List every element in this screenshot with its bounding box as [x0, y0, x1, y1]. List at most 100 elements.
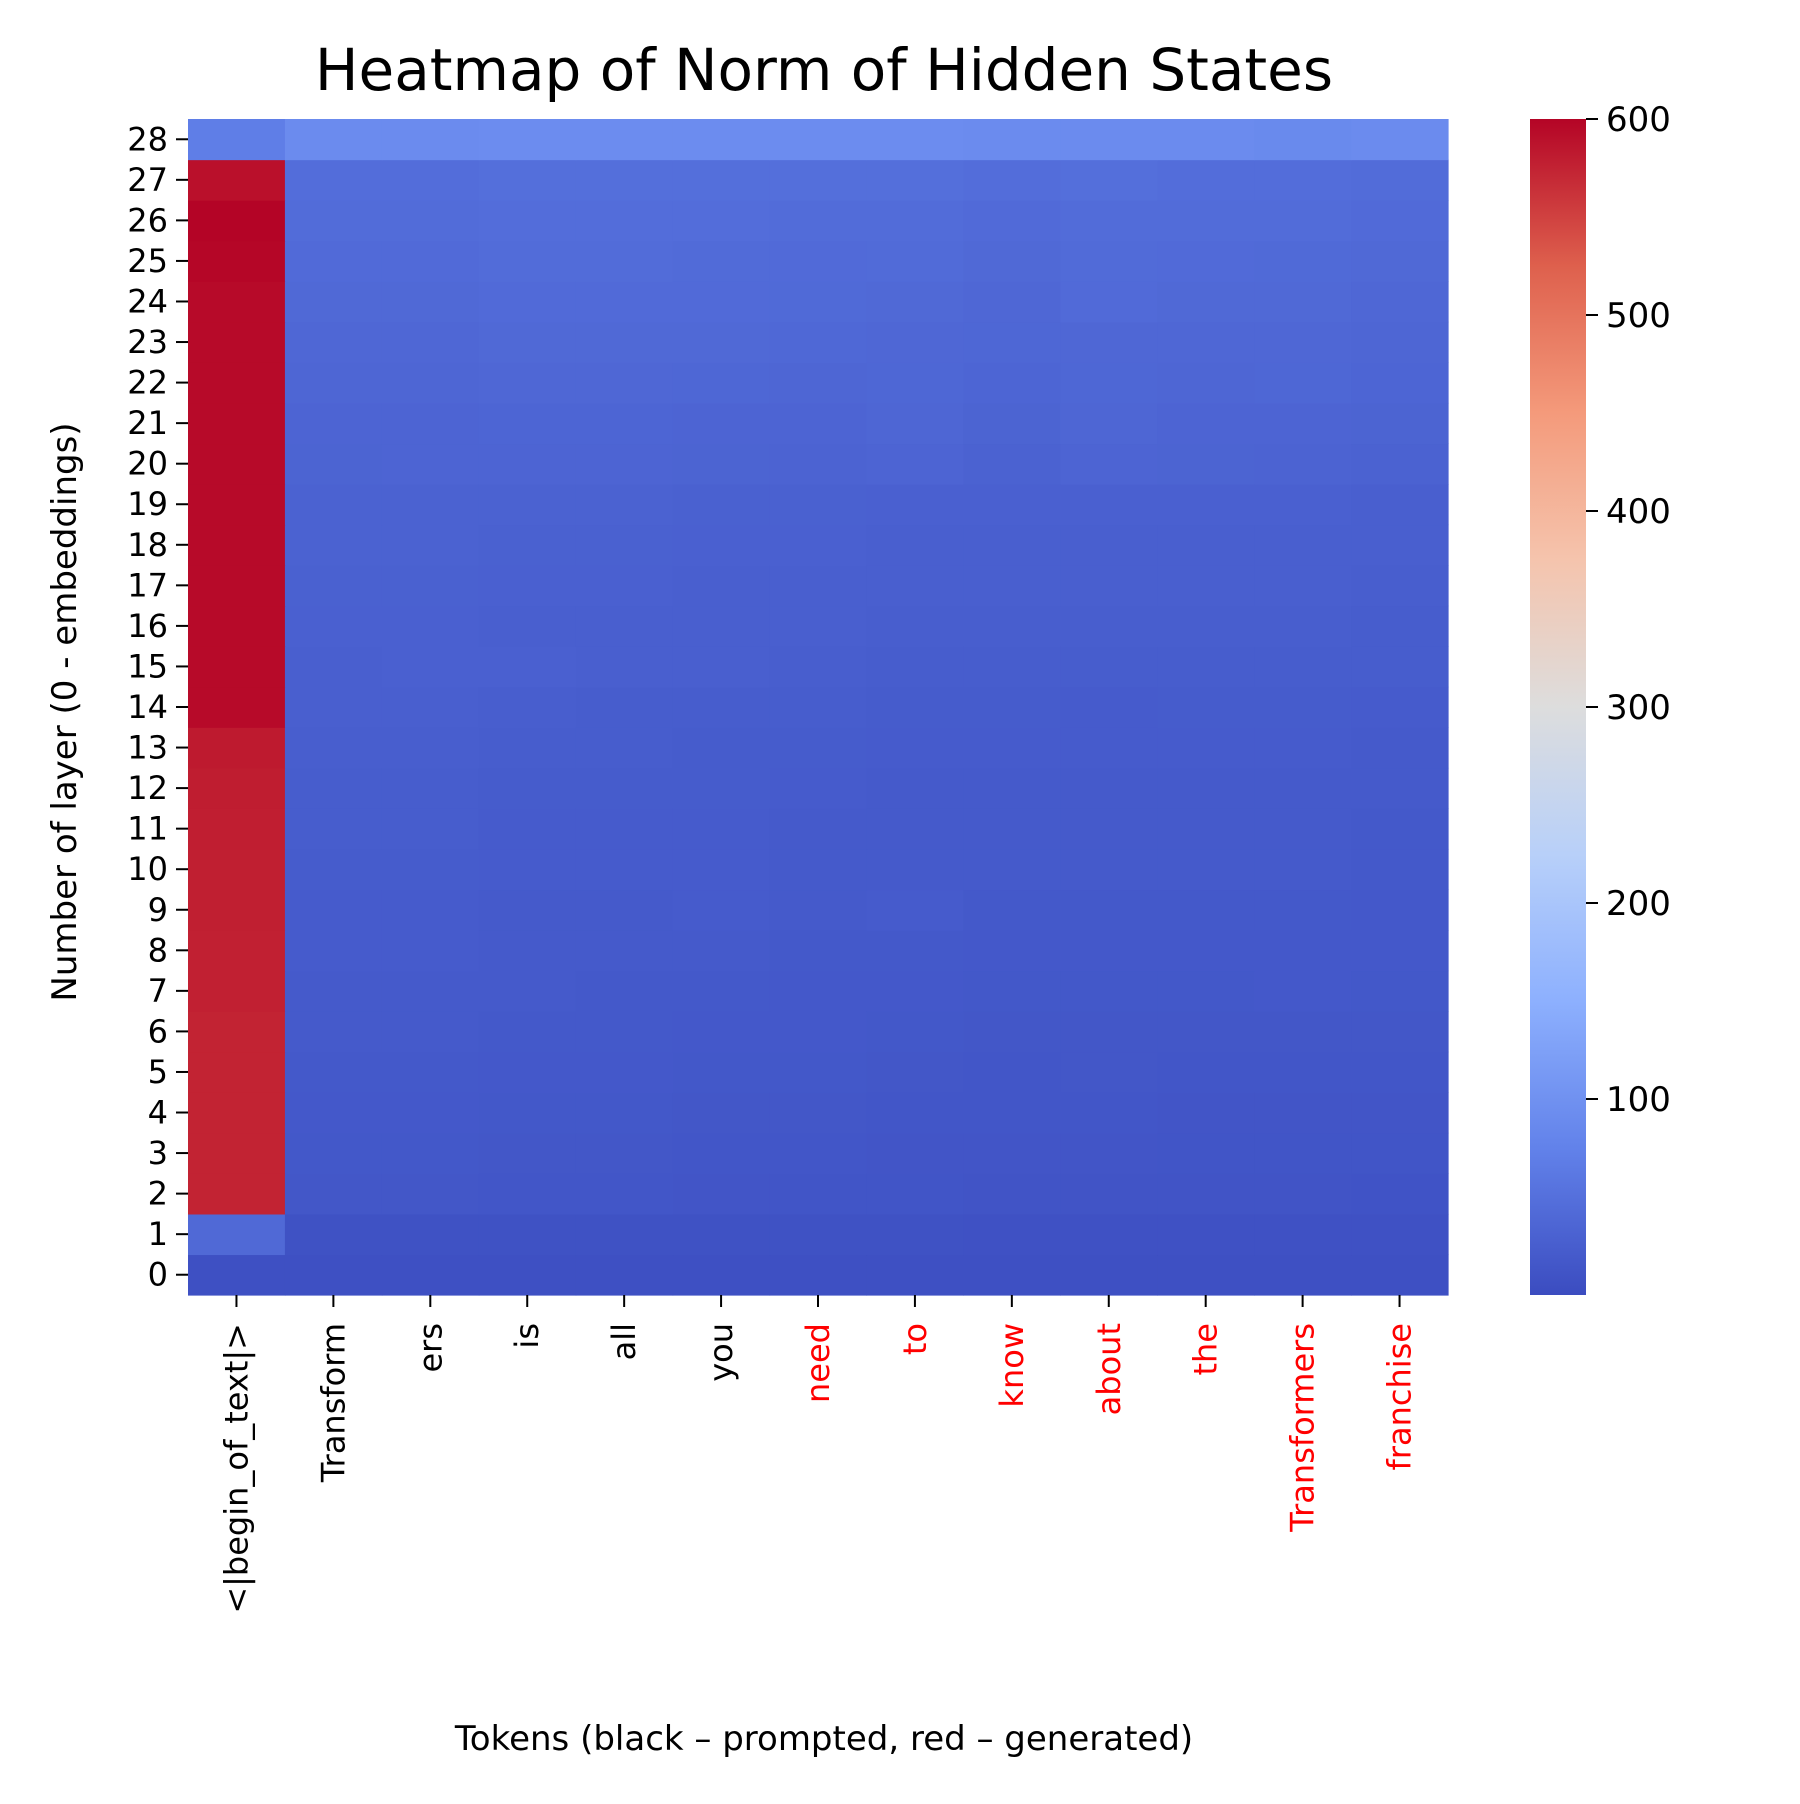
heatmap-cell [672, 767, 771, 809]
heatmap-cell [866, 362, 964, 404]
heatmap-cell [672, 1254, 771, 1296]
heatmap-cell [866, 1213, 964, 1256]
heatmap-cell [1254, 281, 1352, 323]
heatmap-cell [866, 889, 964, 931]
heatmap-cell [575, 1051, 674, 1093]
heatmap-cell [672, 930, 771, 972]
heatmap-cell [1157, 889, 1255, 931]
heatmap-cell [1157, 646, 1255, 688]
y-tick-label: 2 [148, 1175, 168, 1213]
heatmap-cell [963, 848, 1061, 891]
heatmap-cell [284, 321, 383, 363]
heatmap-cell [963, 1213, 1061, 1256]
heatmap-cell [284, 930, 383, 972]
heatmap-cell [478, 889, 577, 931]
heatmap-cell [769, 565, 868, 607]
y-tick-label: 0 [148, 1256, 168, 1294]
heatmap-cell [478, 767, 577, 809]
heatmap-cell [575, 321, 674, 363]
heatmap-cell [1157, 930, 1255, 972]
heatmap-cell [381, 119, 480, 161]
heatmap-cell [478, 1092, 577, 1134]
heatmap-cell [769, 1092, 868, 1134]
heatmap-cell [284, 240, 383, 282]
heatmap-cell [575, 402, 674, 445]
heatmap-cell [284, 483, 383, 526]
heatmap-cell [188, 808, 286, 850]
heatmap-cell [1060, 483, 1158, 526]
heatmap-cell [575, 443, 674, 485]
heatmap-cell [188, 646, 286, 688]
heatmap-cell [672, 159, 771, 201]
heatmap-cell [188, 889, 286, 931]
heatmap-cell [1351, 402, 1449, 445]
heatmap-cell [1060, 281, 1158, 323]
heatmap-cell [1157, 200, 1255, 242]
heatmap-cell [866, 281, 964, 323]
heatmap-cell [1254, 848, 1352, 891]
heatmap-cell [381, 808, 480, 850]
heatmap-cell [284, 1213, 383, 1256]
heatmap-cell [1060, 605, 1158, 647]
heatmap-cell [381, 1213, 480, 1256]
heatmap-cell [1351, 1011, 1449, 1053]
heatmap-cell [769, 200, 868, 242]
heatmap-cell [1060, 1213, 1158, 1256]
heatmap-cell [478, 1213, 577, 1256]
heatmap-cell [1351, 686, 1449, 728]
y-axis-label: Number of layer (0 - embeddings) [45, 422, 85, 1001]
heatmap-cell [1254, 240, 1352, 282]
heatmap-cell [575, 119, 674, 161]
heatmap-cell [672, 200, 771, 242]
heatmap-cell [478, 240, 577, 282]
heatmap-cell [769, 362, 868, 404]
heatmap-cell [963, 1092, 1061, 1134]
heatmap-cell [866, 808, 964, 850]
heatmap-cell [478, 402, 577, 445]
colorbar-tick-label: 300 [1606, 688, 1671, 728]
heatmap-cell [769, 848, 868, 891]
x-tick-label: you [702, 1323, 740, 1382]
heatmap-cell [672, 889, 771, 931]
heatmap-cell [866, 565, 964, 607]
heatmap-cell [284, 1092, 383, 1134]
heatmap-cell [1157, 443, 1255, 485]
heatmap-cell [284, 281, 383, 323]
heatmap-cell [1060, 1254, 1158, 1296]
heatmap-cell [575, 889, 674, 931]
heatmap-cell [1351, 321, 1449, 363]
heatmap-cell [1254, 1092, 1352, 1134]
heatmap-cell [963, 402, 1061, 445]
heatmap-cell [1060, 1092, 1158, 1134]
heatmap-cell [188, 483, 286, 526]
heatmap-cell [478, 646, 577, 688]
heatmap-cell [1060, 646, 1158, 688]
heatmap-cell [381, 159, 480, 201]
heatmap-cell [284, 1254, 383, 1296]
heatmap-cell [769, 889, 868, 931]
heatmap-cell [381, 1173, 480, 1215]
heatmap-cell [1351, 808, 1449, 850]
heatmap-cell [575, 646, 674, 688]
heatmap-cell [1157, 767, 1255, 809]
heatmap-cell [381, 1051, 480, 1093]
x-tick-label: about [1090, 1323, 1128, 1415]
heatmap-cell [963, 1254, 1061, 1296]
heatmap-cell [769, 970, 868, 1012]
heatmap-cell [769, 119, 868, 161]
y-tick-label: 5 [148, 1053, 168, 1091]
x-tick-label: need [799, 1323, 837, 1403]
heatmap-cell [575, 767, 674, 809]
heatmap-cell [1351, 727, 1449, 769]
heatmap-cell [1351, 1173, 1449, 1215]
heatmap-cell [963, 970, 1061, 1012]
heatmap-cell [1060, 119, 1158, 161]
y-tick-label: 17 [127, 566, 168, 604]
x-tick-label: to [896, 1323, 934, 1355]
heatmap-cell [188, 200, 286, 242]
heatmap-cell [575, 686, 674, 728]
heatmap-cell [284, 848, 383, 891]
heatmap-cell [963, 767, 1061, 809]
heatmap-cell [575, 808, 674, 850]
colorbar [1530, 119, 1586, 1295]
